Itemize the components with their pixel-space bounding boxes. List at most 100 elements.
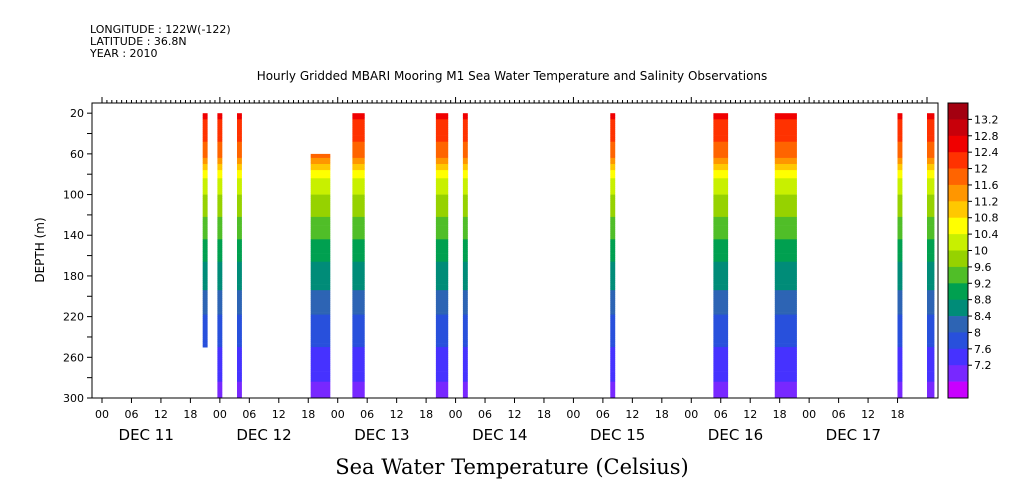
segment-cell (774, 294, 797, 297)
segment-cell (217, 212, 223, 216)
colorbar-band (948, 299, 968, 317)
segment-cell (217, 139, 223, 142)
segment-cell (310, 385, 331, 389)
segment-cell (610, 200, 616, 204)
segment-cell (217, 190, 223, 193)
segment-cell (927, 160, 935, 163)
segment-cell (310, 381, 331, 385)
segment-cell (774, 271, 797, 275)
segment-cell (927, 174, 935, 177)
segment-cell (202, 176, 208, 179)
segment-cell (237, 231, 242, 234)
segment-cell (202, 139, 208, 142)
segment-cell (202, 166, 208, 169)
segment-cell (774, 361, 797, 364)
segment-cell (435, 178, 449, 181)
colorbar: 13.212.812.41211.611.210.810.4109.69.28.… (947, 102, 999, 399)
segment-cell (310, 290, 331, 293)
segment-cell (774, 337, 797, 340)
segment-cell (237, 263, 242, 267)
segment-cell (352, 389, 365, 393)
segment-cell (237, 294, 242, 297)
segment-cell (927, 371, 935, 374)
segment-cell (927, 188, 935, 191)
segment-cell (610, 180, 616, 183)
segment-cell (237, 255, 242, 258)
segment-cell (927, 296, 935, 299)
segment-cell (774, 367, 797, 370)
x-hour-label: 00 (95, 408, 109, 421)
segment-cell (927, 353, 935, 356)
segment-cell (927, 369, 935, 372)
segment-cell (713, 131, 729, 134)
segment-cell (310, 334, 331, 338)
segment-cell (202, 206, 208, 210)
segment-cell (217, 300, 223, 303)
segment-cell (897, 133, 903, 136)
segment-cell (217, 261, 223, 265)
segment-cell (713, 192, 729, 195)
segment-cell (927, 233, 935, 236)
segment-cell (202, 290, 208, 293)
colorbar-band (948, 135, 968, 153)
colorbar-label: 12 (974, 163, 988, 176)
segment-cell (310, 184, 331, 187)
segment-cell (352, 280, 365, 283)
segment-cell (202, 341, 208, 344)
segment-cell (927, 345, 935, 348)
temperature-segment (310, 153, 331, 399)
segment-cell (774, 393, 797, 397)
segment-cell (352, 241, 365, 244)
segment-cell (435, 182, 449, 185)
segment-cell (713, 223, 729, 226)
segment-cell (774, 296, 797, 299)
segment-cell (310, 257, 331, 260)
segment-cell (713, 288, 729, 291)
segment-cell (713, 259, 729, 263)
segment-cell (435, 137, 449, 140)
segment-cell (435, 223, 449, 226)
segment-cell (713, 269, 729, 273)
segment-cell (927, 141, 935, 145)
segment-cell (927, 314, 935, 317)
segment-cell (713, 316, 729, 319)
segment-cell (237, 135, 242, 138)
segment-cell (927, 278, 935, 281)
segment-cell (774, 241, 797, 244)
segment-cell (352, 330, 365, 334)
segment-cell (927, 332, 935, 336)
segment-cell (435, 381, 449, 385)
x-hour-label: 06 (714, 408, 728, 421)
segment-cell (202, 241, 208, 244)
segment-cell (897, 125, 903, 128)
segment-cell (897, 278, 903, 281)
segment-cell (713, 273, 729, 277)
segment-cell (462, 147, 468, 151)
segment-cell (897, 300, 903, 303)
segment-cell (435, 164, 449, 167)
segment-cell (435, 320, 449, 324)
segment-cell (897, 391, 903, 395)
segment-cell (435, 275, 449, 279)
segment-cell (897, 249, 903, 252)
segment-cell (713, 133, 729, 136)
segment-cell (435, 343, 449, 346)
segment-cell (310, 263, 331, 267)
segment-cell (462, 157, 468, 161)
segment-cell (237, 282, 242, 285)
segment-cell (435, 192, 449, 195)
segment-cell (927, 172, 935, 175)
segment-cell (435, 160, 449, 163)
segment-cell (237, 170, 242, 173)
segment-cell (462, 375, 468, 378)
segment-cell (202, 318, 208, 322)
segment-cell (310, 271, 331, 275)
segment-cell (217, 383, 223, 387)
segment-cell (610, 361, 616, 364)
segment-cell (310, 314, 331, 317)
segment-cell (352, 160, 365, 163)
segment-cell (713, 251, 729, 254)
segment-cell (352, 286, 365, 289)
segment-cell (713, 204, 729, 208)
segment-cell (310, 326, 331, 330)
